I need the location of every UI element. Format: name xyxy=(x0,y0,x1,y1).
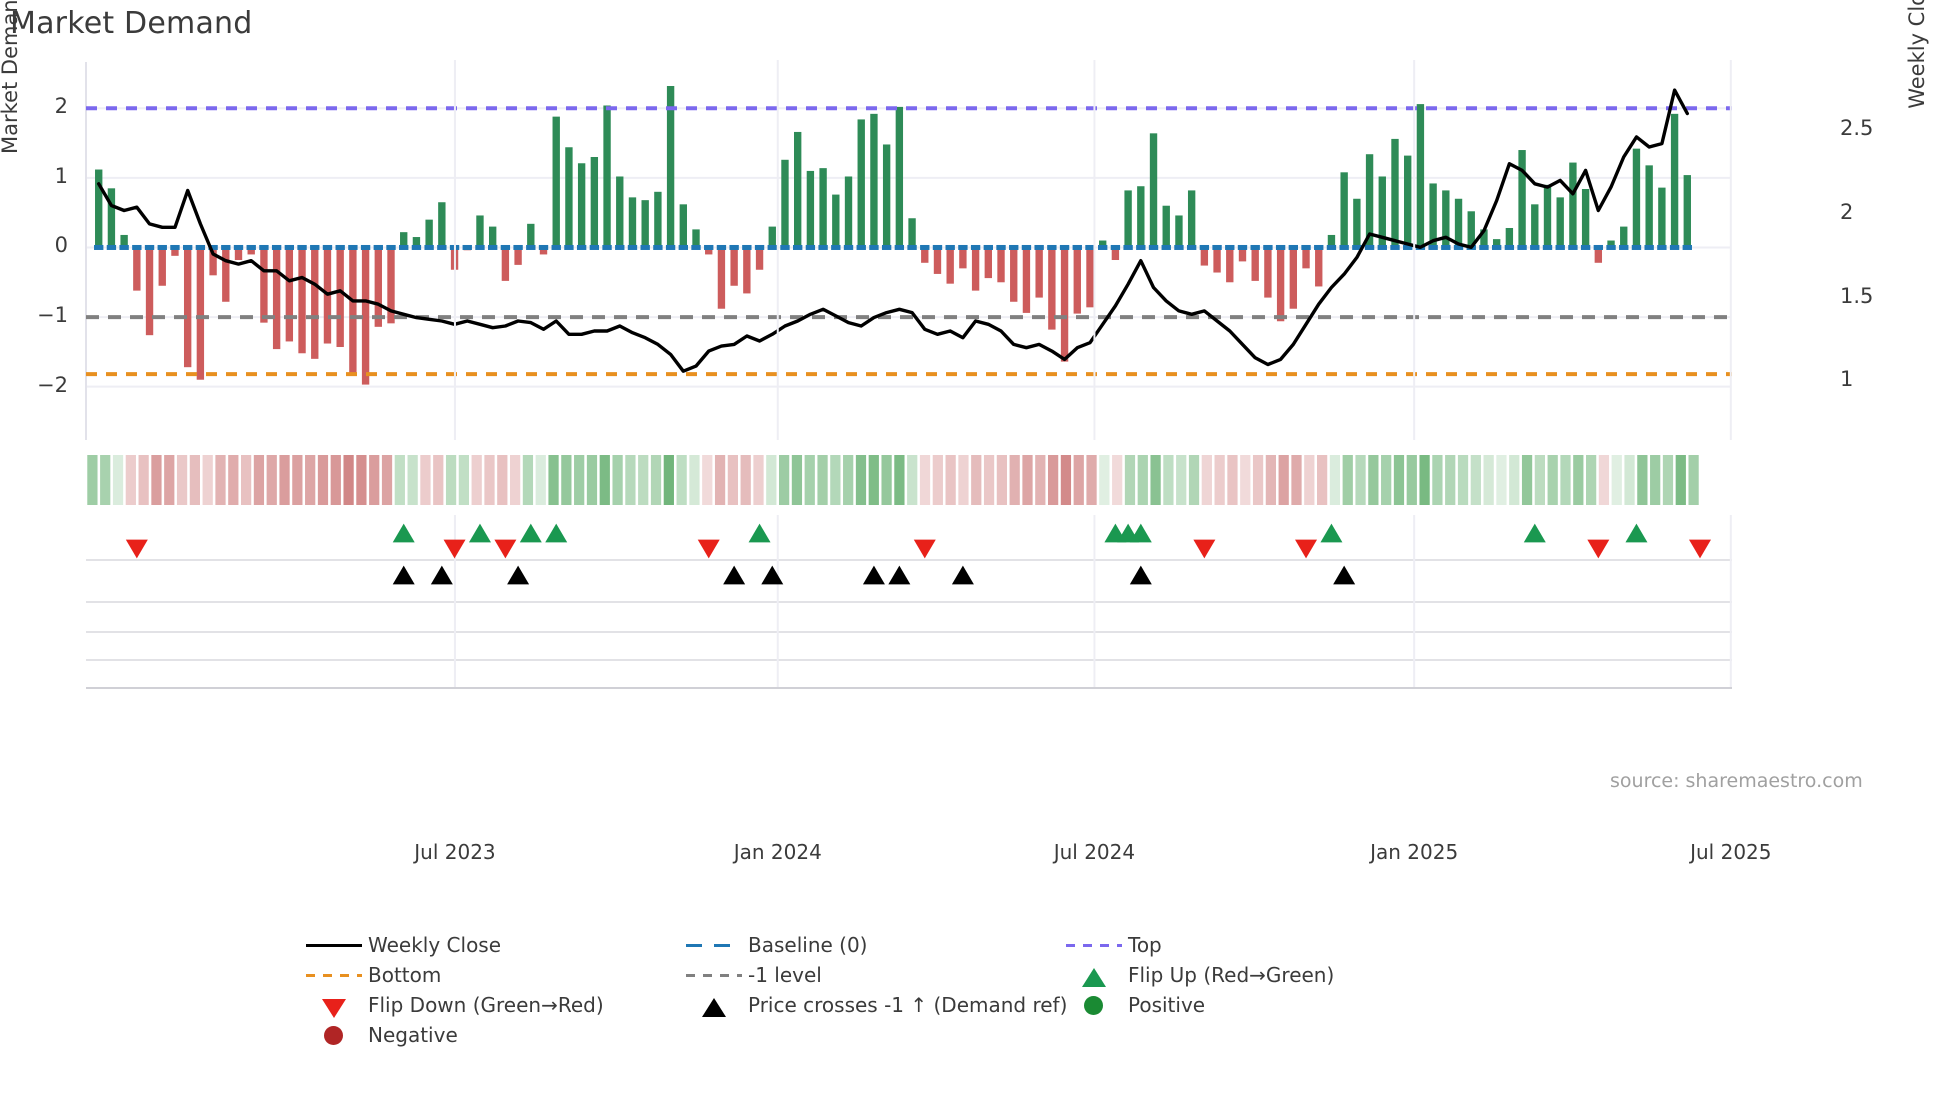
flip-up-marker xyxy=(1625,523,1648,543)
flip-up-marker xyxy=(1523,523,1546,543)
x-tick: Jul 2023 xyxy=(414,840,496,864)
left-tick: 1 xyxy=(54,163,68,188)
legend-item[interactable]: Price crosses -1 ↑ (Demand ref) xyxy=(680,990,1067,1020)
flip-up-marker xyxy=(519,523,542,543)
flip-down-marker xyxy=(1193,539,1216,559)
left-tick: 0 xyxy=(54,233,68,258)
right-tick: 2 xyxy=(1840,199,1854,224)
price-cross-marker xyxy=(430,565,453,585)
x-tick: Jul 2025 xyxy=(1690,840,1772,864)
flip-down-marker xyxy=(913,539,936,559)
price-cross-marker xyxy=(862,565,885,585)
left-tick: −2 xyxy=(37,372,68,397)
legend-label: Price crosses -1 ↑ (Demand ref) xyxy=(748,993,1068,1017)
flip-up-marker xyxy=(392,523,415,543)
legend-item[interactable]: Flip Up (Red→Green) xyxy=(1060,960,1440,990)
circle-icon xyxy=(1060,994,1128,1016)
price-cross-marker xyxy=(392,565,415,585)
legend-label: -1 level xyxy=(748,963,822,987)
price-cross-marker xyxy=(1129,565,1152,585)
circle-icon xyxy=(300,1024,368,1046)
legend-label: Flip Up (Red→Green) xyxy=(1128,963,1335,987)
flip-up-marker xyxy=(1129,523,1152,543)
dotted-line-icon xyxy=(680,964,748,986)
right-tick: 1 xyxy=(1840,367,1854,392)
flip-down-marker xyxy=(1587,539,1610,559)
legend-item[interactable]: Weekly Close xyxy=(300,930,680,960)
legend-label: Baseline (0) xyxy=(748,933,868,957)
flip-up-marker xyxy=(545,523,568,543)
flip-down-marker xyxy=(443,539,466,559)
legend-item[interactable]: Top xyxy=(1060,930,1440,960)
flip-up-marker xyxy=(1320,523,1343,543)
dotted-line-icon xyxy=(300,964,368,986)
flip-down-marker xyxy=(125,539,148,559)
price-cross-marker xyxy=(507,565,530,585)
x-tick: Jan 2025 xyxy=(1370,840,1459,864)
legend-item[interactable]: Bottom xyxy=(300,960,680,990)
triangle-up-icon xyxy=(1060,964,1128,987)
x-tick: Jan 2024 xyxy=(733,840,822,864)
legend-label: Negative xyxy=(368,1023,458,1047)
triangle-up-icon xyxy=(680,994,748,1017)
legend-label: Weekly Close xyxy=(368,933,502,957)
triangle-down-icon xyxy=(300,994,368,1018)
dashed-line-icon xyxy=(680,934,748,956)
price-cross-marker xyxy=(951,565,974,585)
right-tick: 1.5 xyxy=(1840,283,1874,308)
dotted-line-icon xyxy=(1060,934,1128,956)
flip-down-marker xyxy=(1689,539,1711,559)
line-icon xyxy=(300,934,368,956)
legend-item[interactable]: Baseline (0) xyxy=(680,930,1060,960)
flip-down-marker xyxy=(494,539,517,559)
chart-legend: Weekly Close Baseline (0) Top Bottom -1 leve… xyxy=(300,930,1700,1050)
left-tick: 2 xyxy=(54,94,68,119)
legend-item[interactable]: Positive xyxy=(1060,990,1440,1020)
legend-label: Flip Down (Green→Red) xyxy=(368,993,604,1017)
legend-item[interactable]: -1 level xyxy=(680,960,1060,990)
legend-item[interactable]: Flip Down (Green→Red) xyxy=(300,990,680,1020)
legend-label: Positive xyxy=(1128,993,1206,1017)
legend-label: Bottom xyxy=(368,963,442,987)
flip-down-marker xyxy=(1295,539,1318,559)
price-cross-marker xyxy=(1333,565,1356,585)
legend-label: Top xyxy=(1128,933,1162,957)
price-cross-marker xyxy=(723,565,746,585)
flip-down-marker xyxy=(697,539,720,559)
source-note: source: sharemaestro.com xyxy=(1610,770,1863,792)
price-cross-marker xyxy=(761,565,784,585)
legend-item[interactable]: Negative xyxy=(300,1020,680,1050)
left-tick: −1 xyxy=(37,303,68,328)
price-cross-marker xyxy=(888,565,911,585)
right-tick: 2.5 xyxy=(1840,116,1874,141)
page-title: Market Demand xyxy=(10,6,253,41)
flip-up-marker xyxy=(748,523,771,543)
flip-up-marker xyxy=(468,523,491,543)
x-tick: Jul 2024 xyxy=(1053,840,1136,864)
